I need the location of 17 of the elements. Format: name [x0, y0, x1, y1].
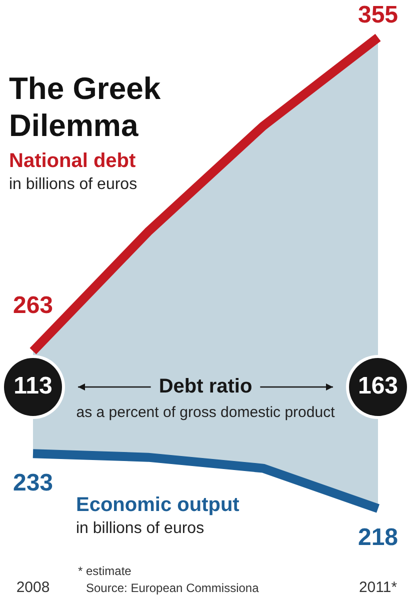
annotation: * estimate: [78, 564, 132, 578]
data-label: 233: [12, 469, 54, 496]
text: The Greek Dilemma: [9, 70, 162, 144]
x-tick-label: 2011*: [358, 579, 398, 596]
data-label: 263: [12, 292, 54, 319]
annotation: Source: European Commissiona: [86, 581, 259, 595]
annotation: Debt ratio: [158, 376, 252, 398]
annotation: 163: [358, 372, 398, 400]
annotation: 113: [14, 372, 52, 400]
annotation: in billions of euros: [9, 176, 138, 194]
series-label: Economic output: [76, 494, 240, 517]
annotation: as a percent of gross domestic product: [76, 404, 336, 422]
data-label: 355: [358, 2, 398, 29]
x-tick-label: 2008: [16, 579, 50, 596]
text: National debt: [9, 150, 136, 173]
annotation: in billions of euros: [76, 520, 204, 538]
data-label: 218: [358, 524, 398, 552]
